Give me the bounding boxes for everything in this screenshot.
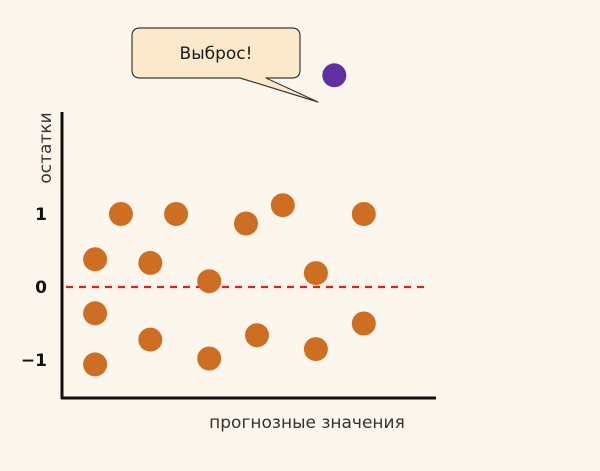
residual-point — [351, 202, 376, 226]
residual-point — [83, 301, 108, 326]
callout-bubble — [131, 27, 319, 103]
residual-point — [245, 323, 269, 348]
outlier-callout: Выброс! — [131, 27, 319, 103]
y-tick-labels: 1 0 −1 — [21, 205, 47, 371]
residual-point — [234, 211, 258, 236]
residual-point — [164, 202, 189, 226]
residual-point — [351, 311, 376, 336]
y-tick-label: −1 — [21, 351, 47, 371]
outlier-point — [322, 63, 347, 88]
residual-point — [138, 250, 163, 275]
residual-point — [303, 261, 328, 286]
residual-point — [270, 193, 295, 218]
x-axis-label: прогнозные значения — [209, 413, 405, 433]
y-tick-label: 0 — [35, 278, 47, 298]
residual-point — [303, 337, 328, 362]
residual-point — [197, 269, 222, 294]
y-tick-label: 1 — [35, 205, 47, 225]
callout-text: Выброс! — [180, 44, 253, 64]
residual-point — [108, 202, 133, 226]
data-points — [83, 63, 376, 377]
residual-point — [83, 352, 108, 377]
residual-point — [83, 247, 108, 272]
y-axis-label: остатки — [36, 112, 56, 183]
residual-point — [197, 346, 222, 371]
residual-point — [138, 327, 163, 352]
